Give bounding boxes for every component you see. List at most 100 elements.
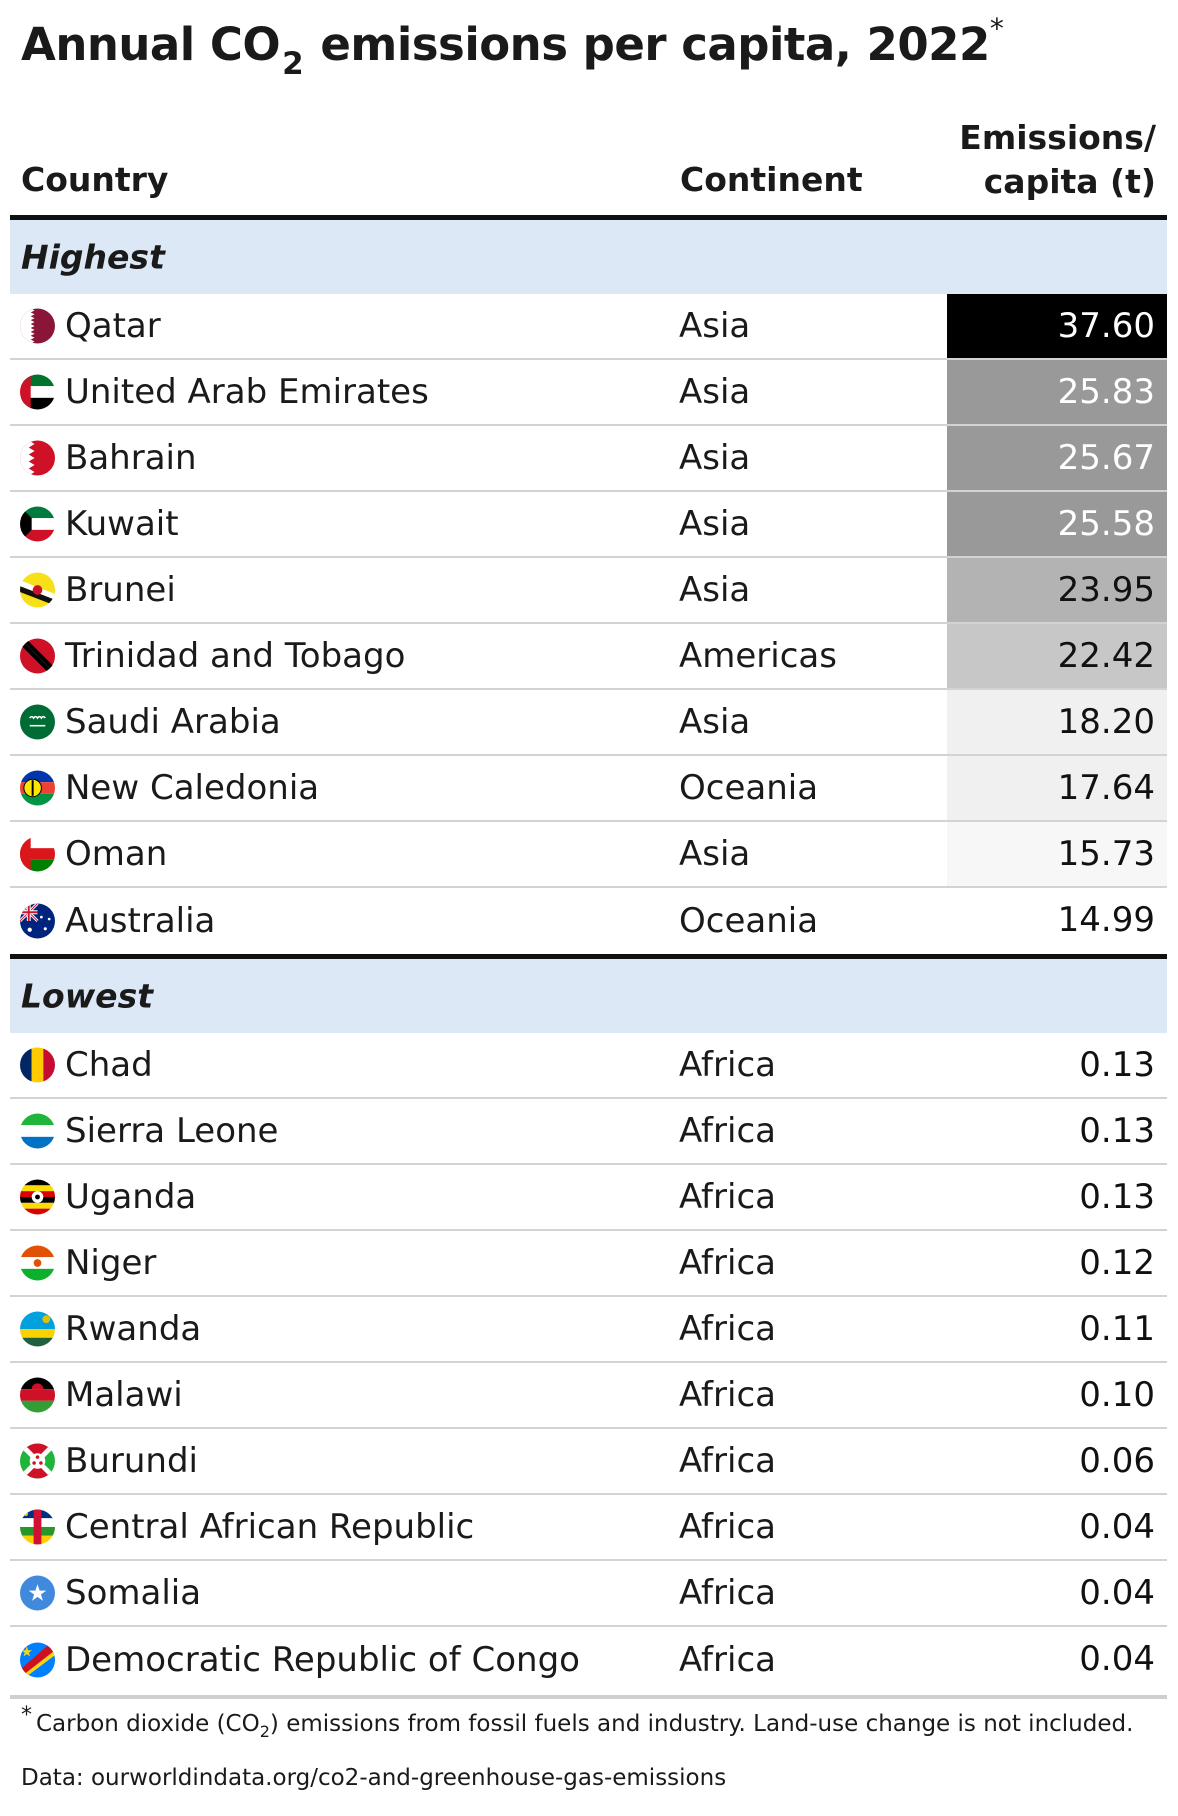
chart-title: Annual CO2 emissions per capita, 2022* xyxy=(21,12,1004,82)
section-lowest: Lowest xyxy=(10,959,1167,1033)
table-row: Rwanda Africa 0.11 xyxy=(10,1297,1167,1363)
table-row: Central African Republic Africa 0.04 xyxy=(10,1495,1167,1561)
emissions-value: 0.06 xyxy=(1079,1441,1155,1481)
emissions-value-cell: 18.20 xyxy=(947,690,1167,754)
country-name: New Caledonia xyxy=(65,768,320,808)
somalia-flag-icon xyxy=(20,1575,55,1611)
table-row: Oman Asia 15.73 xyxy=(10,822,1167,888)
emissions-value-cell: 22.42 xyxy=(947,624,1167,688)
chad-flag-icon xyxy=(20,1047,55,1083)
country-name: Central African Republic xyxy=(65,1507,475,1547)
country-name: Democratic Republic of Congo xyxy=(65,1640,580,1680)
section-divider xyxy=(10,954,1167,959)
new-caledonia-flag-icon xyxy=(20,770,55,806)
table-row: Brunei Asia 23.95 xyxy=(10,558,1167,624)
kuwait-flag-icon xyxy=(20,506,55,542)
continent-name: Asia xyxy=(679,438,751,478)
table-row: New Caledonia Oceania 17.64 xyxy=(10,756,1167,822)
table-row: Malawi Africa 0.10 xyxy=(10,1363,1167,1429)
emissions-value-cell: 25.67 xyxy=(947,426,1167,490)
continent-name: Asia xyxy=(679,702,751,742)
column-header-country: Country xyxy=(21,160,169,199)
continent-name: Oceania xyxy=(679,901,819,941)
emissions-value: 14.99 xyxy=(1057,900,1155,940)
table-row: Somalia Africa 0.04 xyxy=(10,1561,1167,1627)
malawi-flag-icon xyxy=(20,1377,55,1413)
section-highest: Highest xyxy=(10,220,1167,294)
brunei-flag-icon xyxy=(20,572,55,608)
emissions-value-cell: 25.58 xyxy=(947,492,1167,556)
emissions-value: 0.04 xyxy=(1079,1507,1155,1547)
country-name: Somalia xyxy=(65,1573,202,1613)
table-body-highest: Qatar Asia 37.60 United Arab Emirates Asia 25… xyxy=(10,294,1167,954)
emissions-value-cell: 0.13 xyxy=(947,1033,1167,1097)
country-name: Australia xyxy=(65,901,216,941)
emissions-value-cell: 0.06 xyxy=(947,1429,1167,1493)
emissions-value-cell: 17.64 xyxy=(947,756,1167,820)
table-row: Kuwait Asia 25.58 xyxy=(10,492,1167,558)
country-name: Oman xyxy=(65,834,168,874)
footnote: * Carbon dioxide (CO2) emissions from fos… xyxy=(21,1703,1134,1741)
emissions-value: 15.73 xyxy=(1057,834,1155,874)
emissions-value: 37.60 xyxy=(1057,306,1155,346)
title-subscript: 2 xyxy=(282,46,304,82)
table-row: Saudi Arabia Asia 18.20 xyxy=(10,690,1167,756)
continent-name: Africa xyxy=(679,1573,776,1613)
emissions-value: 0.04 xyxy=(1079,1639,1155,1679)
continent-name: Africa xyxy=(679,1177,776,1217)
country-name: Malawi xyxy=(65,1375,183,1415)
emissions-value-cell: 37.60 xyxy=(947,294,1167,358)
table-row: Niger Africa 0.12 xyxy=(10,1231,1167,1297)
country-name: Qatar xyxy=(65,306,161,346)
emissions-value: 0.13 xyxy=(1079,1177,1155,1217)
continent-name: Oceania xyxy=(679,768,819,808)
country-name: Saudi Arabia xyxy=(65,702,281,742)
emissions-value: 0.13 xyxy=(1079,1111,1155,1151)
table-row: Bahrain Asia 25.67 xyxy=(10,426,1167,492)
continent-name: Asia xyxy=(679,570,751,610)
country-name: Trinidad and Tobago xyxy=(65,636,406,676)
country-name: Bahrain xyxy=(65,438,197,478)
footnote-subscript: 2 xyxy=(259,1722,270,1741)
sierra-leone-flag-icon xyxy=(20,1113,55,1149)
table-row: Democratic Republic of Congo Africa 0.04 xyxy=(10,1627,1167,1693)
emissions-value-cell: 23.95 xyxy=(947,558,1167,622)
country-name: Uganda xyxy=(65,1177,197,1217)
oman-flag-icon xyxy=(20,836,55,872)
bahrain-flag-icon xyxy=(20,440,55,476)
column-header-continent: Continent xyxy=(680,160,863,199)
emissions-value-cell: 0.04 xyxy=(947,1561,1167,1625)
emissions-value-cell: 0.13 xyxy=(947,1165,1167,1229)
table-row: Chad Africa 0.13 xyxy=(10,1033,1167,1099)
emissions-value: 0.12 xyxy=(1079,1243,1155,1283)
saudi-flag-icon xyxy=(20,704,55,740)
table-row: Qatar Asia 37.60 xyxy=(10,294,1167,360)
qatar-flag-icon xyxy=(20,308,55,344)
section-label-highest: Highest xyxy=(21,237,165,277)
emissions-value-cell: 0.12 xyxy=(947,1231,1167,1295)
emissions-value: 22.42 xyxy=(1057,636,1155,676)
continent-name: Asia xyxy=(679,372,751,412)
emissions-value-cell: 0.11 xyxy=(947,1297,1167,1361)
emissions-value-cell: 14.99 xyxy=(947,888,1167,952)
country-name: Niger xyxy=(65,1243,157,1283)
continent-name: Asia xyxy=(679,306,751,346)
table-bottom-rule xyxy=(10,1695,1167,1699)
emissions-value: 25.67 xyxy=(1057,438,1155,478)
table-row: Uganda Africa 0.13 xyxy=(10,1165,1167,1231)
uganda-flag-icon xyxy=(20,1179,55,1215)
emissions-value: 0.10 xyxy=(1079,1375,1155,1415)
emissions-value: 25.58 xyxy=(1057,504,1155,544)
country-name: Rwanda xyxy=(65,1309,202,1349)
continent-name: Americas xyxy=(679,636,837,676)
country-name: Burundi xyxy=(65,1441,198,1481)
emissions-value: 17.64 xyxy=(1057,768,1155,808)
continent-name: Africa xyxy=(679,1045,776,1085)
emissions-value-cell: 15.73 xyxy=(947,822,1167,886)
niger-flag-icon xyxy=(20,1245,55,1281)
emissions-value: 25.83 xyxy=(1057,372,1155,412)
emissions-value-cell: 0.13 xyxy=(947,1099,1167,1163)
footnote-marker: * xyxy=(21,1703,32,1728)
burundi-flag-icon xyxy=(20,1443,55,1479)
